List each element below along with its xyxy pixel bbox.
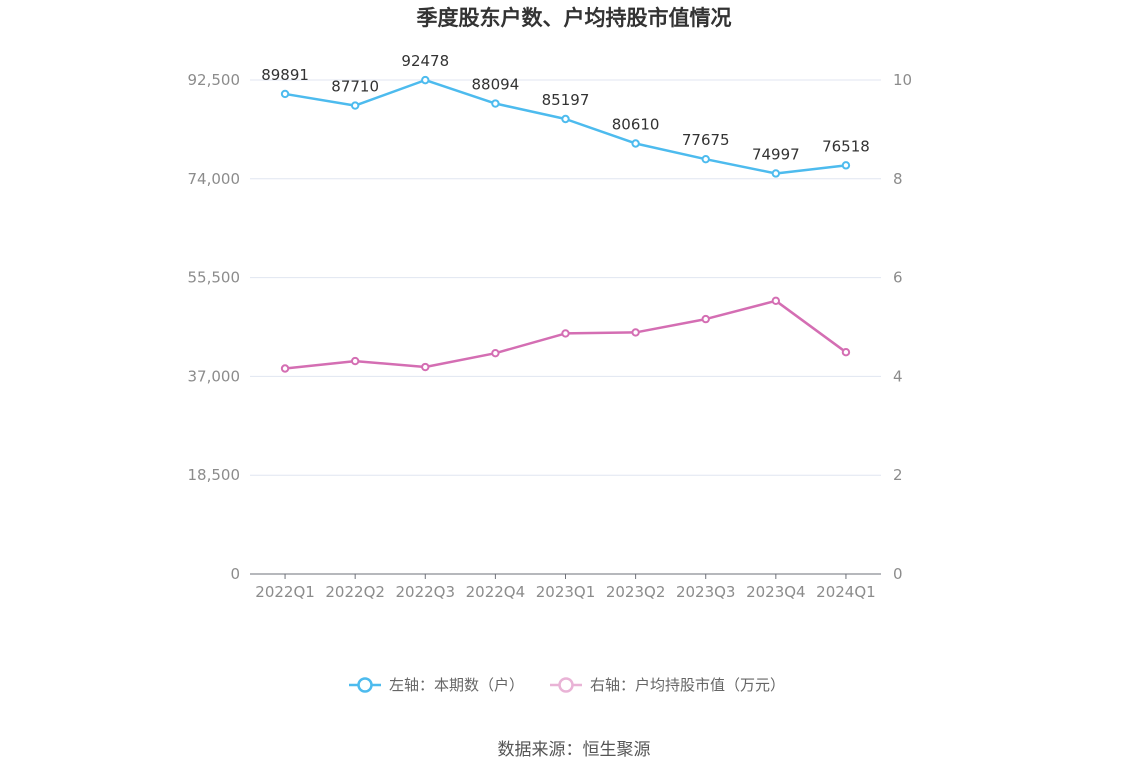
data-label: 80610	[612, 115, 660, 133]
data-point	[491, 348, 500, 358]
x-tick-label: 2022Q3	[396, 583, 456, 601]
right-axis: 0 2 4 6 8 10	[893, 71, 912, 583]
left-tick-label: 92,500	[188, 71, 241, 89]
x-tick-label: 2022Q1	[255, 583, 315, 601]
data-point	[841, 161, 851, 170]
data-point	[631, 139, 640, 148]
legend-label[interactable]: 右轴：户均持股市值（万元）	[590, 676, 785, 694]
x-axis: 2022Q1 2022Q2 2022Q3 2022Q4 2023Q1 2023Q2 2023…	[250, 573, 881, 601]
x-tick-label: 2022Q2	[325, 583, 385, 601]
right-tick-label: 0	[893, 565, 903, 583]
right-tick-label: 6	[893, 269, 903, 287]
data-label: 92478	[401, 52, 449, 70]
data-point	[350, 101, 360, 110]
x-tick-label: 2022Q4	[466, 583, 526, 601]
left-tick-label: 37,000	[188, 367, 241, 385]
left-tick-label: 18,500	[188, 466, 241, 484]
series-group: 89891 87710 92478 88094 85197 80610 77675 74997…	[261, 52, 870, 373]
data-label: 88094	[472, 76, 520, 94]
data-point	[771, 296, 781, 306]
x-tick-label: 2023Q4	[746, 583, 806, 601]
data-label: 76518	[822, 137, 870, 155]
data-point	[350, 356, 360, 366]
data-point	[280, 89, 290, 99]
data-point	[561, 329, 570, 338]
right-tick-label: 2	[893, 466, 903, 484]
legend: 左轴：本期数（户） 右轴：户均持股市值（万元）	[349, 676, 785, 694]
x-tick-label: 2023Q3	[676, 583, 736, 601]
legend-label[interactable]: 左轴：本期数（户）	[389, 676, 524, 694]
grid-lines	[250, 79, 881, 476]
data-point	[771, 169, 781, 178]
data-point	[701, 154, 710, 164]
left-axis: 0 18,500 37,000 55,500 74,000 92,500	[188, 71, 241, 583]
right-tick-label: 4	[893, 367, 903, 385]
data-point	[421, 75, 430, 85]
data-label: 85197	[542, 91, 590, 109]
data-point	[421, 362, 430, 372]
x-tick-label: 2023Q2	[606, 583, 666, 601]
left-tick-label: 0	[230, 565, 240, 583]
right-tick-label: 10	[893, 71, 912, 89]
data-label: 74997	[752, 145, 800, 163]
data-point	[841, 347, 851, 357]
data-point	[631, 328, 640, 337]
data-point	[491, 99, 500, 108]
left-tick-label: 55,500	[188, 269, 241, 287]
data-point	[701, 314, 710, 324]
data-label: 89891	[261, 66, 309, 84]
x-tick-label: 2023Q1	[536, 583, 596, 601]
legend-marker	[558, 677, 574, 693]
data-point	[561, 114, 570, 124]
data-source: 数据来源：恒生聚源	[498, 740, 651, 760]
data-point	[280, 364, 290, 373]
chart-title: 季度股东户数、户均持股市值情况	[417, 6, 732, 30]
x-tick-label: 2024Q1	[816, 583, 876, 601]
right-tick-label: 8	[893, 170, 903, 188]
legend-marker	[357, 677, 373, 693]
left-tick-label: 74,000	[188, 170, 241, 188]
data-label: 87710	[331, 78, 379, 96]
data-label: 77675	[682, 131, 730, 149]
